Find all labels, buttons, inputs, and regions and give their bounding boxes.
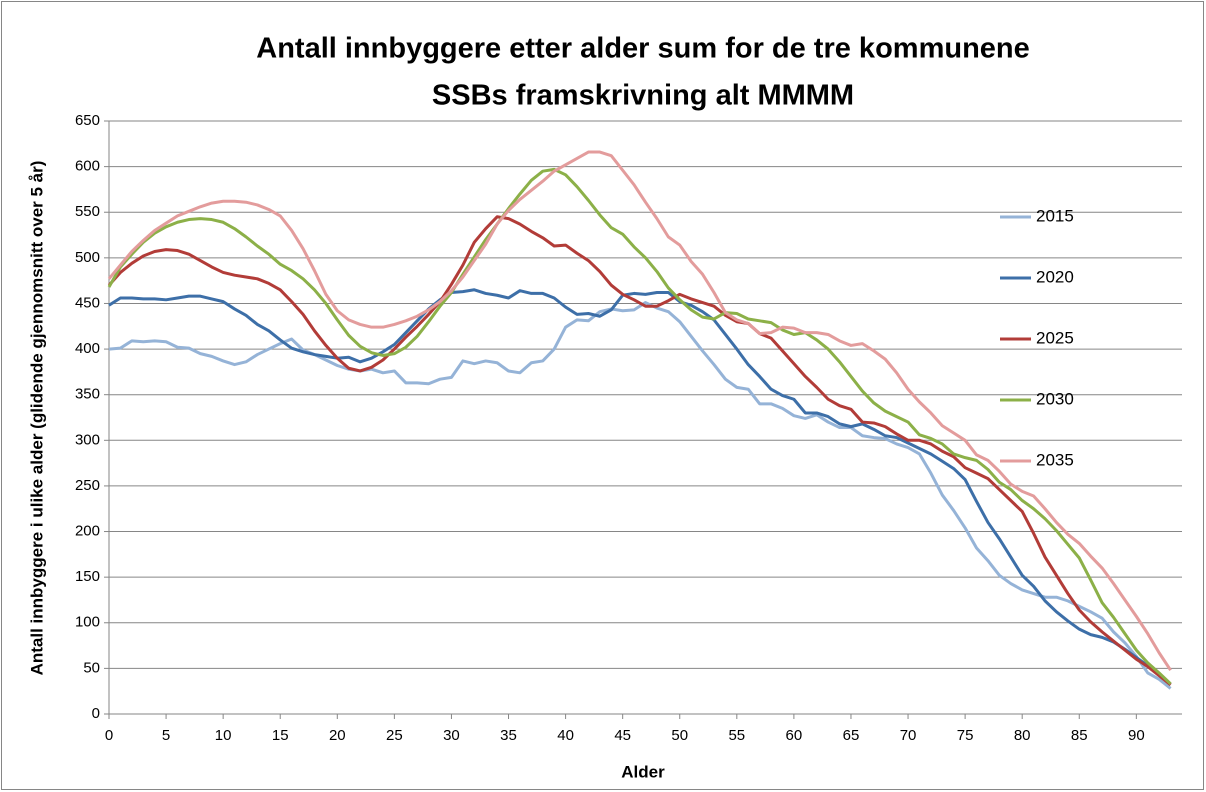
y-tick-label: 350 <box>75 386 100 403</box>
x-tick-label: 50 <box>671 727 688 744</box>
x-tick-label: 20 <box>329 727 346 744</box>
x-tick-label: 5 <box>162 727 170 744</box>
x-tick-label: 15 <box>272 727 289 744</box>
chart-subtitle: SSBs framskrivning alt MMMM <box>432 80 854 112</box>
y-tick-label: 300 <box>75 431 100 448</box>
x-tick-label: 80 <box>1014 727 1031 744</box>
y-tick-label: 150 <box>75 568 100 585</box>
series-line <box>107 167 1172 685</box>
series-line <box>108 301 1172 690</box>
chart-title: Antall innbyggere etter alder sum for de… <box>256 33 1030 65</box>
series-line <box>107 215 1172 686</box>
x-tick-label: 70 <box>900 727 917 744</box>
y-tick-label: 500 <box>75 249 100 266</box>
x-tick-label: 40 <box>557 727 574 744</box>
y-axis-label: Antall innbyggere i ulike alder (glidend… <box>27 161 46 676</box>
legend-label: 2020 <box>1036 267 1074 286</box>
x-axis-label: Alder <box>621 762 665 781</box>
y-tick-label: 450 <box>75 294 100 311</box>
y-tick-label: 0 <box>92 705 100 722</box>
legend-label: 2035 <box>1036 450 1074 469</box>
x-tick-label: 85 <box>1071 727 1088 744</box>
x-tick-label: 55 <box>728 727 745 744</box>
x-tick-label: 0 <box>105 727 113 744</box>
y-tick-label: 400 <box>75 340 100 357</box>
x-tick-label: 10 <box>215 727 232 744</box>
x-tick-label: 35 <box>500 727 517 744</box>
y-tick-label: 200 <box>75 523 100 540</box>
y-tick-label: 50 <box>83 659 100 676</box>
x-tick-label: 75 <box>957 727 974 744</box>
x-tick-label: 60 <box>786 727 803 744</box>
y-tick-label: 100 <box>75 614 100 631</box>
legend-label: 2015 <box>1036 206 1074 225</box>
y-tick-label: 600 <box>75 158 100 175</box>
y-tick-label: 550 <box>75 203 100 220</box>
y-tick-label: 250 <box>75 477 100 494</box>
series-line <box>107 150 1172 672</box>
series-line <box>108 288 1172 686</box>
x-tick-label: 90 <box>1128 727 1145 744</box>
x-tick-label: 45 <box>614 727 631 744</box>
x-tick-label: 25 <box>386 727 403 744</box>
x-tick-label: 30 <box>443 727 460 744</box>
x-tick-label: 65 <box>843 727 860 744</box>
legend-label: 2025 <box>1036 328 1074 347</box>
y-tick-label: 650 <box>75 112 100 129</box>
legend-label: 2030 <box>1036 389 1074 408</box>
